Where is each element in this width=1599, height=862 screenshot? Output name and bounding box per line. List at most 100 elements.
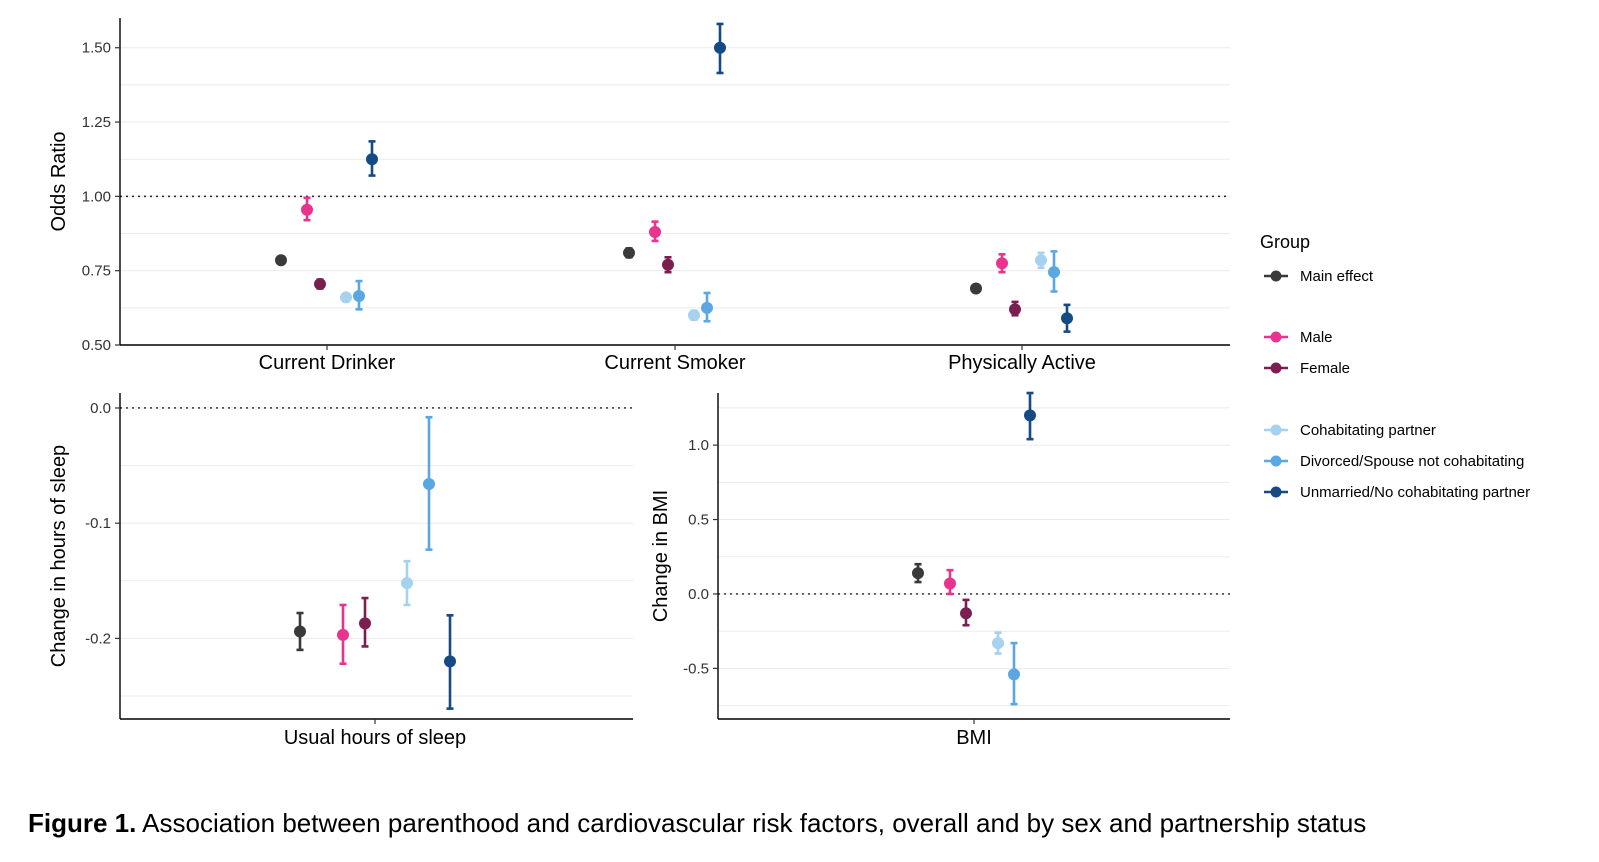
- category-label-physically-active: Physically Active: [948, 352, 1096, 374]
- legend-label: Divorced/Spouse not cohabitating: [1300, 453, 1524, 470]
- category-label-current-smoker: Current Smoker: [604, 352, 745, 374]
- y-axis-title: Change in hours of sleep: [48, 445, 70, 667]
- point-cohabitating-partner: [340, 291, 352, 304]
- point-female: [359, 617, 371, 630]
- legend-label: Female: [1300, 360, 1350, 377]
- point-male: [944, 577, 956, 590]
- y-tick-label: 1.0: [688, 437, 709, 454]
- figure-caption: Figure 1. Association between parenthood…: [28, 808, 1366, 839]
- point-divorced-spouse-not-cohabitating: [701, 301, 713, 314]
- point-cohabitating-partner: [401, 577, 413, 590]
- errorbar-main-effect: [275, 254, 287, 267]
- point-divorced-spouse-not-cohabitating: [353, 289, 365, 302]
- errorbar-female: [359, 596, 371, 648]
- errorbar-female: [960, 598, 972, 627]
- y-tick-label: 0.0: [688, 586, 709, 603]
- point-main-effect: [970, 282, 982, 295]
- errorbar-unmarried-no-cohabitating-partner: [366, 140, 378, 177]
- point-unmarried-no-cohabitating-partner: [714, 41, 726, 54]
- legend-key-dot: [1270, 455, 1282, 467]
- point-female: [960, 607, 972, 620]
- point-female: [1009, 303, 1021, 316]
- caption-label: Figure 1.: [28, 808, 137, 838]
- panel-odds-ratio: 0.50 0.75 1.00 1.25 1.50 Odds Ratio Current Dr…: [48, 18, 1230, 374]
- legend-item-main-effect: Main effect: [1264, 268, 1374, 285]
- y-tick-label: 0.50: [82, 337, 111, 354]
- legend-label: Cohabitating partner: [1300, 422, 1436, 439]
- errorbar-unmarried-no-cohabitating-partner: [1061, 303, 1073, 333]
- y-tick-label: 1.00: [82, 188, 111, 205]
- point-male: [301, 203, 313, 216]
- point-female: [662, 258, 674, 271]
- y-tick-label: -0.2: [85, 630, 111, 647]
- errorbar-male: [944, 568, 956, 596]
- errorbar-cohabitating-partner: [401, 559, 413, 607]
- point-main-effect: [623, 246, 635, 259]
- point-male: [337, 628, 349, 641]
- y-axis-title: Odds Ratio: [48, 131, 70, 231]
- errorbar-male: [649, 220, 661, 243]
- point-main-effect: [294, 625, 306, 638]
- point-male: [996, 257, 1008, 270]
- errorbar-divorced-spouse-not-cohabitating: [701, 291, 713, 323]
- legend-key-dot: [1270, 424, 1282, 436]
- y-tick-label: 0.0: [90, 400, 111, 417]
- panel-bmi: 1.0 0.5 0.0 -0.5 Change in BMI BMI: [650, 391, 1230, 749]
- point-male: [649, 226, 661, 239]
- y-tick-label: 1.50: [82, 40, 111, 57]
- legend-key-dot: [1270, 362, 1282, 374]
- errorbar-cohabitating-partner: [1035, 251, 1047, 270]
- y-tick-label: -0.5: [683, 660, 709, 677]
- errorbar-unmarried-no-cohabitating-partner: [714, 22, 726, 75]
- legend-key-dot: [1270, 331, 1282, 343]
- errorbar-female: [314, 278, 326, 291]
- point-divorced-spouse-not-cohabitating: [1048, 266, 1060, 279]
- errorbar-main-effect: [912, 562, 924, 584]
- legend-label: Male: [1300, 329, 1333, 346]
- errorbar-male: [337, 603, 349, 666]
- y-axis-title: Change in BMI: [650, 490, 672, 622]
- legend-item-cohabitating-partner: Cohabitating partner: [1264, 422, 1436, 439]
- point-main-effect: [275, 254, 287, 267]
- point-cohabitating-partner: [992, 637, 1004, 650]
- panel-sleep: 0.0 -0.1 -0.2 Change in hours of sleep Usual…: [48, 393, 633, 749]
- errorbar-divorced-spouse-not-cohabitating: [1008, 641, 1020, 706]
- point-cohabitating-partner: [688, 309, 700, 322]
- point-main-effect: [912, 567, 924, 580]
- errorbar-unmarried-no-cohabitating-partner: [444, 614, 456, 710]
- point-female: [314, 278, 326, 291]
- y-tick-label: 0.5: [688, 512, 709, 529]
- point-unmarried-no-cohabitating-partner: [366, 153, 378, 166]
- errorbar-male: [996, 253, 1008, 274]
- legend-key-dot: [1270, 486, 1282, 498]
- legend-label: Main effect: [1300, 268, 1374, 285]
- errorbar-main-effect: [970, 282, 982, 295]
- category-label-current-drinker: Current Drinker: [259, 352, 396, 374]
- y-tick-label: -0.1: [85, 515, 111, 532]
- errorbar-female: [662, 256, 674, 274]
- legend-item-female: Female: [1264, 360, 1350, 377]
- errorbar-cohabitating-partner: [688, 309, 700, 322]
- errorbar-divorced-spouse-not-cohabitating: [1048, 250, 1060, 293]
- errorbar-female: [1009, 300, 1021, 317]
- errorbar-divorced-spouse-not-cohabitating: [423, 415, 435, 551]
- errorbar-main-effect: [623, 246, 635, 259]
- errorbar-unmarried-no-cohabitating-partner: [1024, 391, 1036, 441]
- legend-item-divorced-spouse-not-cohabitating: Divorced/Spouse not cohabitating: [1264, 453, 1524, 470]
- errorbar-main-effect: [294, 611, 306, 652]
- y-tick-label: 0.75: [82, 263, 111, 280]
- point-divorced-spouse-not-cohabitating: [423, 478, 435, 491]
- legend: Group Main effect Male Female Cohabitating p…: [1260, 232, 1530, 501]
- errorbar-male: [301, 196, 313, 222]
- point-unmarried-no-cohabitating-partner: [444, 655, 456, 668]
- point-unmarried-no-cohabitating-partner: [1061, 312, 1073, 325]
- errorbar-divorced-spouse-not-cohabitating: [353, 279, 365, 311]
- y-tick-label: 1.25: [82, 114, 111, 131]
- legend-title: Group: [1260, 232, 1310, 252]
- point-cohabitating-partner: [1035, 254, 1047, 267]
- point-divorced-spouse-not-cohabitating: [1008, 668, 1020, 681]
- errorbar-cohabitating-partner: [340, 291, 352, 304]
- legend-item-unmarried-no-cohabitating-partner: Unmarried/No cohabitating partner: [1264, 484, 1530, 501]
- legend-key-dot: [1270, 270, 1282, 282]
